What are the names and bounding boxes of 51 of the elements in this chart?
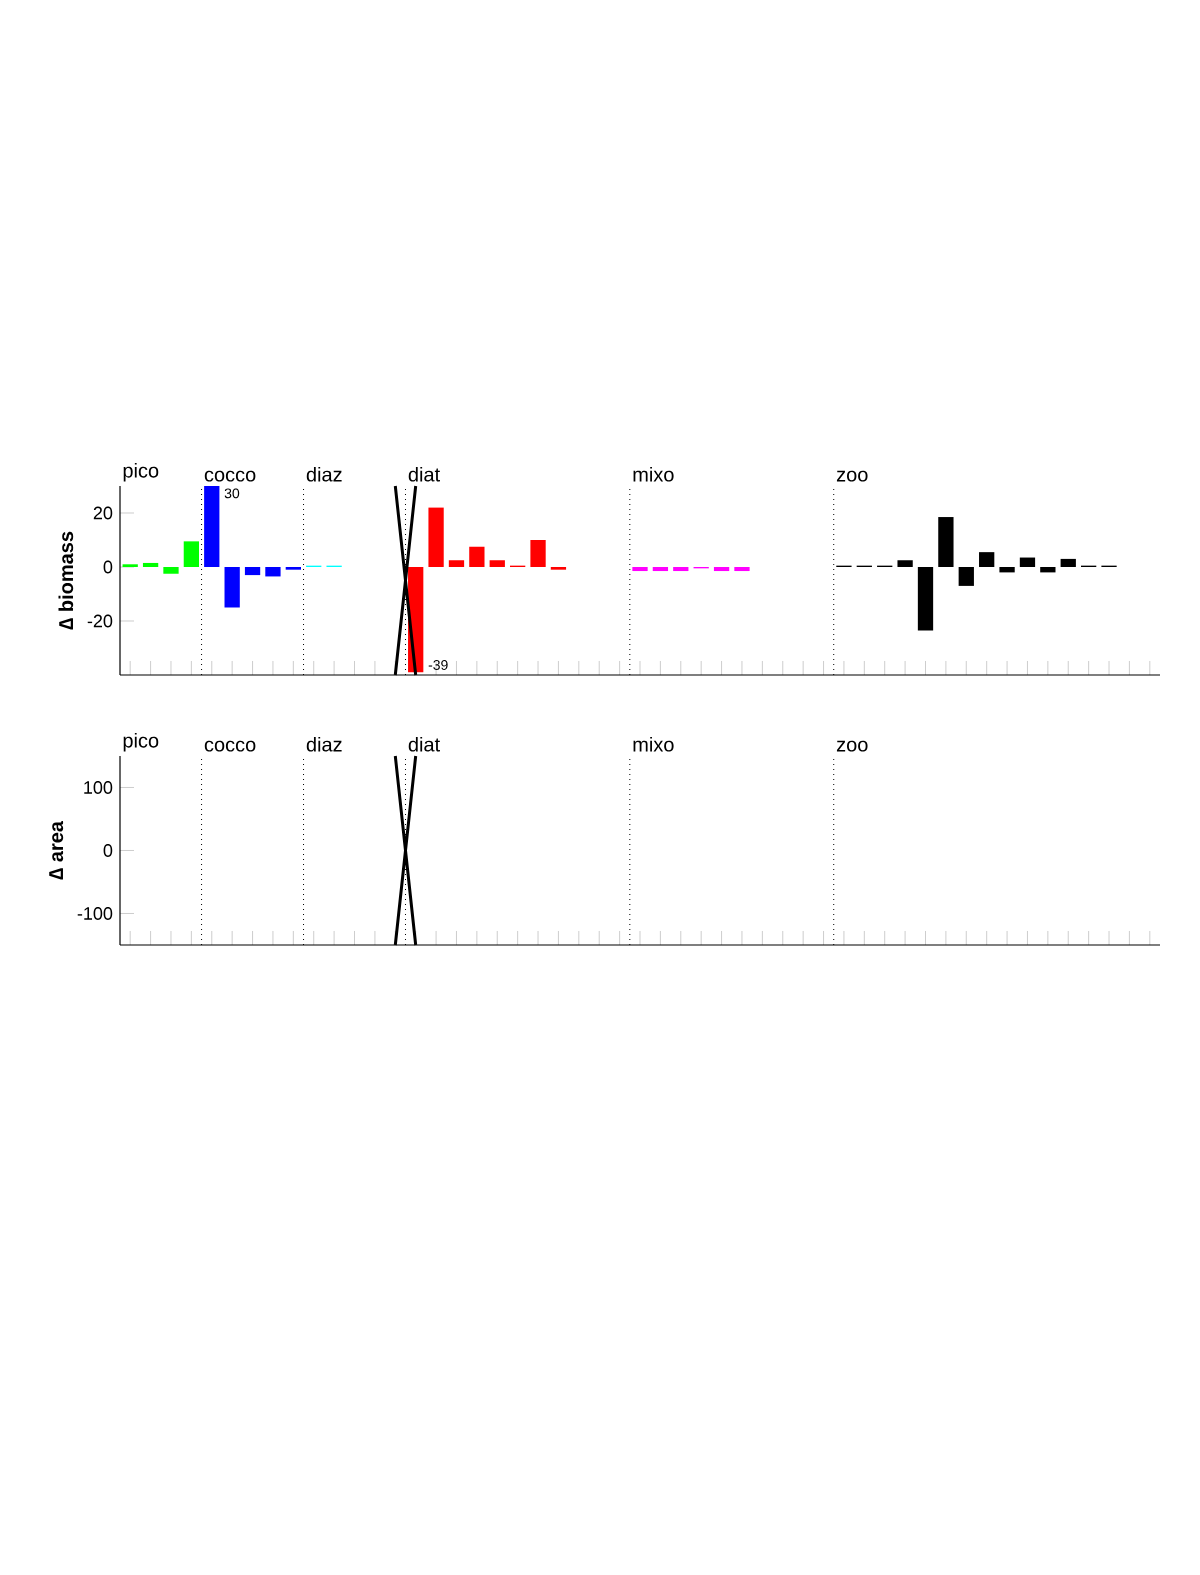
y-axis-title: ∆ area [49,820,64,880]
bar [713,566,730,572]
bar [448,560,465,567]
data-label: 30 [224,488,240,499]
bar [550,566,567,570]
bar [917,566,934,631]
bar [428,507,444,567]
y-tick-label: 20 [93,506,113,520]
bar [897,560,913,567]
bar [265,566,281,577]
y-tick-label: -20 [87,614,113,628]
y-tick-label: 100 [84,781,113,794]
bar [244,566,261,576]
data-label: -39 [428,660,448,670]
text: mixo [633,736,674,752]
text: diat [408,736,440,752]
y-tick-label: 0 [103,560,113,574]
bar [958,566,974,586]
bar [122,564,138,567]
text: zoo [836,740,868,752]
text: diat [408,466,440,482]
bar [224,566,240,608]
text: cocco [204,470,256,482]
bar [285,566,301,570]
bar [1040,566,1056,573]
bar [1019,557,1036,567]
bar [1060,558,1076,567]
text: pico [123,462,159,482]
bar [673,566,689,572]
bar [734,566,750,572]
text: cocco [204,740,256,752]
bar [530,539,546,567]
bar [204,485,220,567]
text: diaz [306,466,342,482]
text: pico [123,732,159,752]
text: zoo [836,470,868,482]
y-tick-label: 0 [103,844,113,857]
bar [142,562,159,567]
y-tick-label: -100 [77,907,113,920]
bar [938,517,954,567]
bar [999,566,1015,573]
bar [183,541,200,567]
y-axis-title: ∆ biomass [58,531,74,630]
bar [652,566,669,572]
bar [632,566,648,572]
bar [489,560,505,567]
text: mixo [633,466,674,482]
text: diaz [306,736,342,752]
bar [979,552,995,567]
bar [163,566,179,574]
bar [469,546,485,567]
